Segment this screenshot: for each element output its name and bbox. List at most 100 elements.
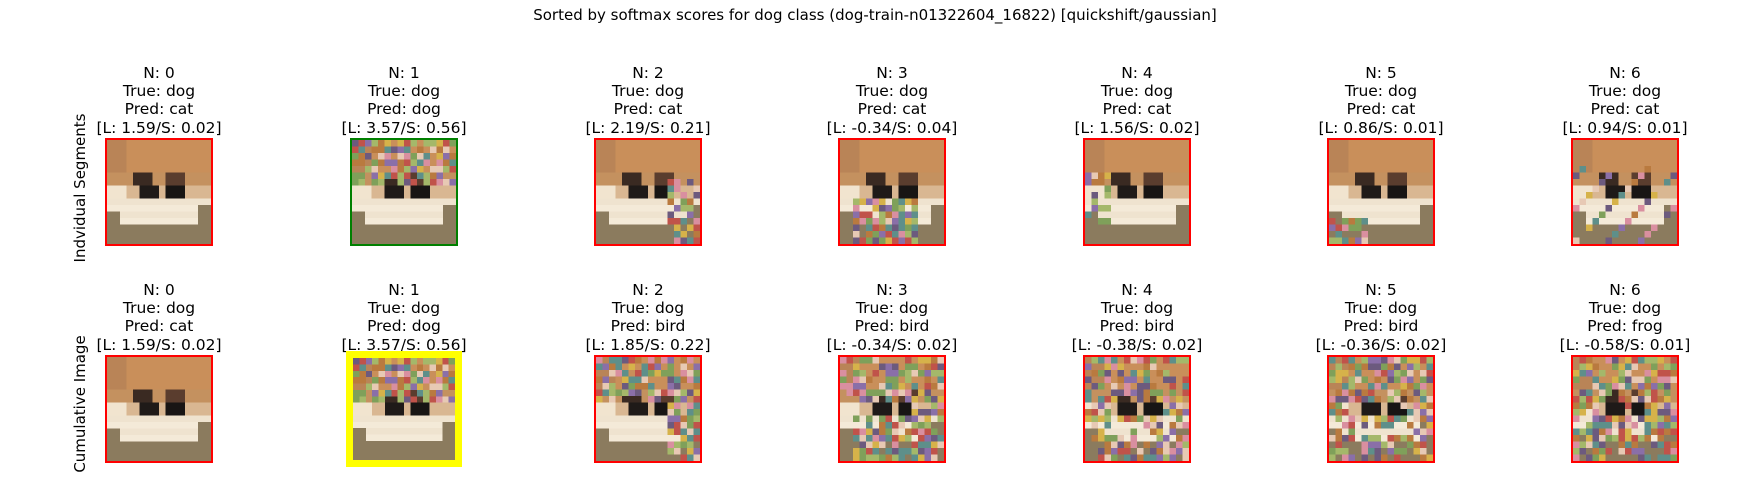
segment-thumbnail-image (1571, 355, 1679, 463)
pred-label: Pred: cat (124, 100, 194, 119)
panel-caption: N: 2 True: dog Pred: cat [L: 2.19/S: 0.21] (528, 64, 768, 137)
segment-count-label: N: 0 (143, 281, 175, 299)
individual-panel-0: N: 0 True: dog Pred: cat [L: 1.59/S: 0.02] (39, 64, 279, 246)
segment-count-label: N: 4 (1121, 281, 1153, 299)
segment-thumbnail-image (1571, 138, 1679, 246)
segment-thumbnail-image (838, 355, 946, 463)
true-label: True: dog (611, 299, 685, 318)
individual-panel-1: N: 1 True: dog Pred: dog [L: 3.57/S: 0.56] (284, 64, 524, 246)
panel-caption: N: 0 True: dog Pred: cat [L: 1.59/S: 0.02] (39, 64, 279, 137)
panel-caption: N: 1 True: dog Pred: dog [L: 3.57/S: 0.56] (284, 64, 524, 137)
panel-caption: N: 4 True: dog Pred: cat [L: 1.56/S: 0.02] (1017, 64, 1257, 137)
true-label: True: dog (611, 82, 685, 101)
score-label: [L: 3.57/S: 0.56] (341, 118, 467, 137)
segment-thumbnail-image (1083, 355, 1191, 463)
true-label: True: dog (1344, 299, 1418, 318)
cumulative-panel-6: N: 6 True: dog Pred: frog [L: -0.58/S: 0.01… (1505, 281, 1745, 463)
segment-count-label: N: 5 (1365, 281, 1397, 299)
panel-caption: N: 1 True: dog Pred: dog [L: 3.57/S: 0.56] (284, 281, 524, 354)
panel-caption: N: 3 True: dog Pred: bird [L: -0.34/S: 0.02… (772, 281, 1012, 354)
panel-caption: N: 5 True: dog Pred: cat [L: 0.86/S: 0.01] (1261, 64, 1501, 137)
pred-label: Pred: frog (1587, 317, 1663, 336)
segment-thumbnail-image (594, 355, 702, 463)
score-label: [L: 2.19/S: 0.21] (585, 118, 711, 137)
individual-panel-5: N: 5 True: dog Pred: cat [L: 0.86/S: 0.01] (1261, 64, 1501, 246)
pred-label: Pred: cat (857, 100, 927, 119)
segment-thumbnail-image (346, 351, 462, 467)
segment-count-label: N: 3 (876, 281, 908, 299)
true-label: True: dog (1344, 82, 1418, 101)
segment-thumbnail-image (1083, 138, 1191, 246)
segment-count-label: N: 2 (632, 281, 664, 299)
true-label: True: dog (122, 299, 196, 318)
true-label: True: dog (1588, 82, 1662, 101)
cumulative-panel-4: N: 4 True: dog Pred: bird [L: -0.38/S: 0.02… (1017, 281, 1257, 463)
pred-label: Pred: cat (613, 100, 683, 119)
individual-panel-6: N: 6 True: dog Pred: cat [L: 0.94/S: 0.01] (1505, 64, 1745, 246)
individual-panel-2: N: 2 True: dog Pred: cat [L: 2.19/S: 0.21] (528, 64, 768, 246)
segment-thumbnail-image (1327, 138, 1435, 246)
segment-thumbnail-image (105, 355, 213, 463)
pred-label: Pred: bird (854, 317, 930, 336)
pred-label: Pred: bird (610, 317, 686, 336)
panel-caption: N: 6 True: dog Pred: cat [L: 0.94/S: 0.01] (1505, 64, 1745, 137)
individual-panel-4: N: 4 True: dog Pred: cat [L: 1.56/S: 0.02] (1017, 64, 1257, 246)
cumulative-panel-1: N: 1 True: dog Pred: dog [L: 3.57/S: 0.56] (284, 281, 524, 467)
pred-label: Pred: dog (367, 100, 441, 119)
segment-count-label: N: 6 (1609, 281, 1641, 299)
cumulative-panel-3: N: 3 True: dog Pred: bird [L: -0.34/S: 0.02… (772, 281, 1012, 463)
true-label: True: dog (855, 299, 929, 318)
pred-label: Pred: cat (124, 317, 194, 336)
panel-caption: N: 0 True: dog Pred: cat [L: 1.59/S: 0.02] (39, 281, 279, 354)
figure-title: Sorted by softmax scores for dog class (… (533, 6, 1217, 24)
score-label: [L: 1.85/S: 0.22] (585, 335, 711, 354)
pred-label: Pred: cat (1102, 100, 1172, 119)
segment-thumbnail-image (594, 138, 702, 246)
true-label: True: dog (1100, 299, 1174, 318)
cumulative-panel-0: N: 0 True: dog Pred: cat [L: 1.59/S: 0.02] (39, 281, 279, 463)
score-label: [L: 0.86/S: 0.01] (1318, 118, 1444, 137)
score-label: [L: 3.57/S: 0.56] (341, 335, 467, 354)
score-label: [L: 1.56/S: 0.02] (1074, 118, 1200, 137)
segment-thumbnail-image (105, 138, 213, 246)
true-label: True: dog (855, 82, 929, 101)
score-label: [L: -0.34/S: 0.02] (826, 335, 958, 354)
true-label: True: dog (1588, 299, 1662, 318)
segment-count-label: N: 3 (876, 64, 908, 82)
score-label: [L: 1.59/S: 0.02] (96, 335, 222, 354)
true-label: True: dog (1100, 82, 1174, 101)
score-label: [L: 1.59/S: 0.02] (96, 118, 222, 137)
segment-thumbnail-image (350, 138, 458, 246)
true-label: True: dog (367, 299, 441, 318)
pred-label: Pred: cat (1590, 100, 1660, 119)
score-label: [L: -0.58/S: 0.01] (1559, 335, 1691, 354)
segment-count-label: N: 6 (1609, 64, 1641, 82)
pred-label: Pred: dog (367, 317, 441, 336)
segment-count-label: N: 1 (388, 281, 420, 299)
pred-label: Pred: bird (1343, 317, 1419, 336)
segment-count-label: N: 5 (1365, 64, 1397, 82)
segment-count-label: N: 1 (388, 64, 420, 82)
score-label: [L: 0.94/S: 0.01] (1562, 118, 1688, 137)
pred-label: Pred: bird (1099, 317, 1175, 336)
segment-thumbnail-image (838, 138, 946, 246)
score-label: [L: -0.36/S: 0.02] (1315, 335, 1447, 354)
panel-caption: N: 4 True: dog Pred: bird [L: -0.38/S: 0.02… (1017, 281, 1257, 354)
score-label: [L: -0.34/S: 0.04] (826, 118, 958, 137)
cumulative-panel-2: N: 2 True: dog Pred: bird [L: 1.85/S: 0.22] (528, 281, 768, 463)
true-label: True: dog (367, 82, 441, 101)
segment-count-label: N: 4 (1121, 64, 1153, 82)
panel-caption: N: 2 True: dog Pred: bird [L: 1.85/S: 0.22] (528, 281, 768, 354)
row-label-cumulative-image: Cumulative Image (71, 335, 89, 473)
individual-panel-3: N: 3 True: dog Pred: cat [L: -0.34/S: 0.04] (772, 64, 1012, 246)
segment-count-label: N: 2 (632, 64, 664, 82)
panel-caption: N: 6 True: dog Pred: frog [L: -0.58/S: 0.01… (1505, 281, 1745, 354)
panel-caption: N: 3 True: dog Pred: cat [L: -0.34/S: 0.04] (772, 64, 1012, 137)
cumulative-panel-5: N: 5 True: dog Pred: bird [L: -0.36/S: 0.02… (1261, 281, 1501, 463)
true-label: True: dog (122, 82, 196, 101)
segment-count-label: N: 0 (143, 64, 175, 82)
pred-label: Pred: cat (1346, 100, 1416, 119)
score-label: [L: -0.38/S: 0.02] (1071, 335, 1203, 354)
panel-caption: N: 5 True: dog Pred: bird [L: -0.36/S: 0.02… (1261, 281, 1501, 354)
segment-thumbnail-image (1327, 355, 1435, 463)
